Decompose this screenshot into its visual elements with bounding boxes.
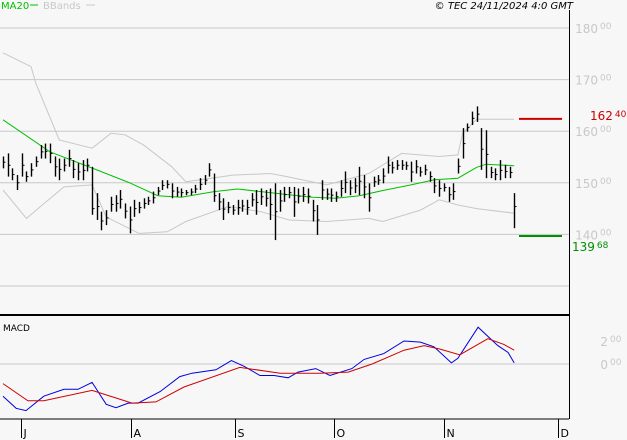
macd-title: MACD (3, 324, 30, 334)
price-tick-decimals: 00 (600, 22, 612, 32)
date-tick-label: J (23, 427, 27, 440)
price-level-label: 139 (572, 240, 595, 254)
macd-signal-line (2, 338, 515, 404)
macd-tick-decimals: 00 (610, 358, 622, 368)
bband-lower-line (2, 184, 515, 234)
date-tick-label: A (134, 427, 142, 440)
date-tick-label: S (238, 427, 245, 440)
price-tick-label: 170 (575, 74, 598, 88)
price-tick-decimals: 00 (600, 125, 612, 135)
macd-tick-label: 2 (600, 335, 608, 349)
legend: MA20 BBands (1, 1, 95, 12)
gridlines (0, 27, 569, 365)
copyright-timestamp: © TEC 24/11/2024 4:0 GMT (435, 1, 574, 12)
price-tick-label: 140 (575, 228, 598, 242)
legend-ma20: MA20 (1, 1, 29, 12)
price-tick-label: 180 (575, 22, 598, 36)
price-tick-label: 160 (575, 125, 598, 139)
date-tick-label: N (447, 427, 455, 440)
price-level-decimals: 40 (615, 110, 627, 120)
price-tick-decimals: 00 (600, 177, 612, 187)
price-tick-label: 150 (575, 177, 598, 191)
legend-bbands: BBands (43, 1, 81, 12)
bband-upper-line (2, 52, 515, 186)
macd-tick-label: 0 (600, 358, 608, 372)
price-tick-decimals: 00 (600, 74, 612, 84)
price-level-decimals: 68 (597, 241, 609, 251)
macd-tick-decimals: 00 (610, 335, 622, 345)
price-bars (2, 106, 517, 241)
date-tick-label: D (561, 427, 569, 440)
bollinger-bands (2, 52, 515, 234)
macd-line (2, 326, 515, 412)
date-tick-label: O (337, 427, 346, 440)
chart-frame (0, 10, 570, 420)
macd-lines (2, 326, 515, 412)
price-level-label: 162 (590, 109, 613, 123)
price-levels: 162 40 139 68 (519, 109, 627, 254)
price-tick-decimals: 00 (600, 228, 612, 238)
